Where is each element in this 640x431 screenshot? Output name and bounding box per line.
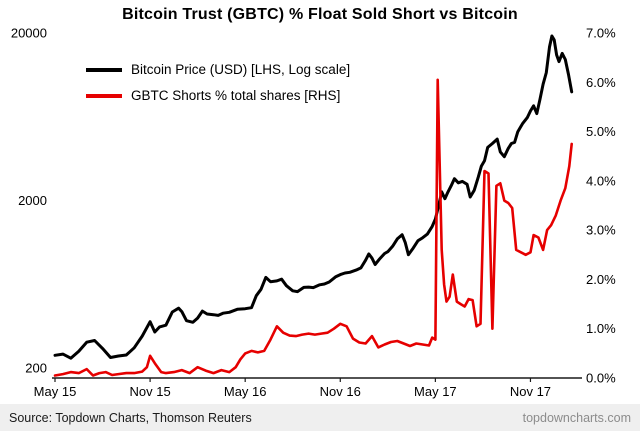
svg-text:7.0%: 7.0% bbox=[586, 26, 616, 41]
svg-text:Nov 17: Nov 17 bbox=[510, 384, 551, 399]
chart-title: Bitcoin Trust (GBTC) % Float Sold Short … bbox=[122, 6, 518, 23]
legend-label-bitcoin-price: Bitcoin Price (USD) [LHS, Log scale] bbox=[131, 62, 351, 77]
chart-legend: Bitcoin Price (USD) [LHS, Log scale] GBT… bbox=[86, 62, 350, 114]
gbtc-line-swatch bbox=[86, 93, 122, 98]
legend-item-gbtc-shorts: GBTC Shorts % total shares [RHS] bbox=[86, 88, 350, 103]
svg-text:1.0%: 1.0% bbox=[586, 321, 616, 336]
svg-text:May 17: May 17 bbox=[414, 384, 457, 399]
source-attribution-text: Source: Topdown Charts, Thomson Reuters bbox=[9, 410, 252, 425]
svg-text:200: 200 bbox=[25, 361, 47, 376]
svg-text:May 16: May 16 bbox=[224, 384, 267, 399]
bitcoin-line-swatch bbox=[86, 67, 122, 72]
website-watermark-text: topdowncharts.com bbox=[522, 410, 631, 425]
legend-label-gbtc-shorts: GBTC Shorts % total shares [RHS] bbox=[131, 88, 341, 103]
svg-text:Nov 15: Nov 15 bbox=[129, 384, 170, 399]
svg-text:6.0%: 6.0% bbox=[586, 75, 616, 90]
svg-text:20000: 20000 bbox=[11, 26, 47, 41]
svg-text:4.0%: 4.0% bbox=[586, 173, 616, 188]
svg-text:2000: 2000 bbox=[18, 193, 47, 208]
svg-text:2.0%: 2.0% bbox=[586, 272, 616, 287]
chart-footer: Source: Topdown Charts, Thomson Reuters … bbox=[0, 404, 640, 431]
legend-item-bitcoin-price: Bitcoin Price (USD) [LHS, Log scale] bbox=[86, 62, 350, 77]
svg-text:May 15: May 15 bbox=[34, 384, 77, 399]
svg-text:5.0%: 5.0% bbox=[586, 124, 616, 139]
svg-text:0.0%: 0.0% bbox=[586, 371, 616, 386]
chart-plot-area: May 15 Nov 15 May 16 Nov 16 May 17 Nov 172000… bbox=[11, 26, 616, 400]
svg-text:3.0%: 3.0% bbox=[586, 223, 616, 238]
svg-text:Nov 16: Nov 16 bbox=[320, 384, 361, 399]
